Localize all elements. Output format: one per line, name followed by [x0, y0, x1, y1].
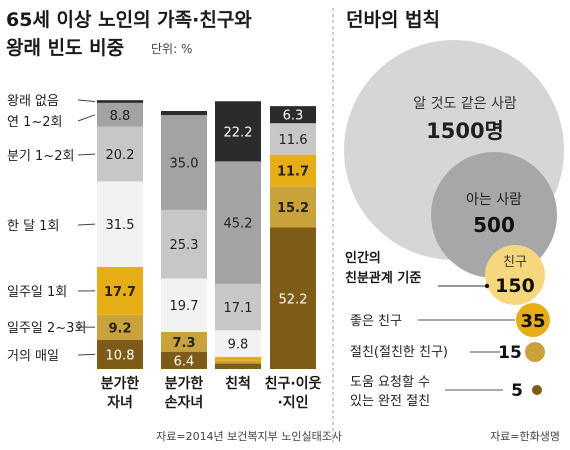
category-label: 자녀: [107, 394, 133, 411]
bar-segment: [215, 363, 261, 369]
legend-leader: [77, 99, 96, 103]
bar-segment: [215, 330, 261, 357]
bar-segment: [161, 111, 207, 116]
bar-segment: [161, 278, 207, 332]
bar-segment: [97, 314, 143, 340]
data-label: 35.0: [170, 157, 199, 172]
data-label: 15.2: [277, 201, 309, 216]
category-label: ·지인: [277, 394, 308, 411]
data-label: 52.2: [279, 292, 308, 307]
bar-segment: [215, 161, 261, 284]
data-label: 7.3: [172, 336, 195, 351]
bar-segment: [270, 106, 316, 124]
bar-segment: [97, 266, 143, 315]
bar-segment: [97, 339, 143, 369]
legend-label: 한 달 1회: [7, 219, 59, 234]
category-label: 친척: [225, 376, 251, 392]
data-label: 11.6: [279, 133, 308, 148]
data-label: 17.7: [104, 285, 136, 300]
circle-known: [431, 152, 557, 278]
bar-segment: [270, 227, 316, 369]
label-good: 좋은 친구: [350, 314, 402, 329]
value-known: 500: [473, 213, 515, 237]
data-label: 20.2: [106, 148, 135, 163]
label-acquaint: 알 것도 같은 사람: [413, 96, 517, 112]
data-label: 45.2: [224, 217, 253, 232]
bar-segment: [215, 356, 261, 361]
legend-label: 분기 1~2회: [7, 149, 74, 164]
label-close: 절친(절친한 친구): [350, 345, 448, 360]
circle-close: [525, 342, 545, 362]
bar-segment: [161, 115, 207, 210]
bar-segment: [97, 100, 143, 103]
right-source: 자료=한화생명: [490, 430, 560, 443]
value-good: 35: [520, 311, 545, 332]
bar-segment: [215, 101, 261, 162]
data-label: 25.3: [170, 238, 199, 253]
legend-label: 왕래 없음: [7, 94, 59, 109]
value-help: 5: [511, 381, 523, 401]
standard-line2: 친분관계 기준: [345, 270, 421, 286]
data-label: 17.1: [224, 301, 253, 316]
data-label: 6.3: [283, 109, 304, 124]
data-label: 6.4: [174, 354, 195, 369]
left-title-line1: 65세 이상 노인의 가족·친구와: [6, 9, 252, 31]
category-label: 손자녀: [165, 394, 204, 411]
circle-good: [516, 303, 550, 337]
bar-segment: [270, 154, 316, 187]
legend-leader: [77, 353, 96, 356]
data-label: 9.8: [228, 338, 249, 353]
value-acquaint: 1500명: [426, 119, 504, 143]
bar-segment: [97, 181, 143, 267]
bar-segment: [215, 283, 261, 331]
bar-segment: [215, 360, 261, 364]
data-label: 10.8: [106, 348, 135, 363]
category-label: 친구·이웃: [265, 375, 322, 392]
value-friend: 150: [495, 275, 535, 297]
bar-segment: [270, 123, 316, 155]
data-label: 9.2: [108, 321, 131, 336]
data-label: 19.7: [170, 299, 199, 314]
label-help-line2: 있는 완전 절친: [350, 394, 430, 409]
value-close: 15: [498, 343, 522, 363]
data-label: 22.2: [224, 125, 253, 140]
bar-segment: [97, 102, 143, 127]
label-help-line1: 도움 요청할 수: [350, 375, 430, 390]
data-label: 8.8: [110, 109, 131, 124]
legend-leader: [77, 153, 96, 156]
bar-segment: [161, 331, 207, 352]
legend-label: 연 1~2회: [7, 115, 63, 130]
circle-help: [532, 385, 542, 395]
circle-friend: [485, 245, 545, 305]
label-known: 아는 사람: [466, 192, 522, 208]
standard-dot: [484, 283, 490, 289]
data-label: 31.5: [106, 218, 135, 233]
left-title-line2: 왕래 빈도 비중: [6, 37, 124, 59]
category-label: 분가한: [165, 376, 204, 392]
bar-segment: [161, 209, 207, 279]
standard-line1: 인간의: [345, 250, 381, 266]
legend-label: 일주일 1회: [7, 285, 67, 300]
left-unit: 단위: %: [151, 42, 192, 56]
legend-label: 거의 매일: [7, 349, 59, 364]
legend-leader: [77, 114, 96, 122]
legend-leader: [77, 223, 96, 226]
data-label: 11.7: [277, 164, 309, 179]
label-friend: 친구: [503, 255, 527, 270]
left-source: 자료=2014년 보건복지부 노인실태조사: [156, 430, 342, 443]
category-label: 분가한: [101, 376, 140, 392]
legend-label: 일주일 2~3회: [7, 321, 86, 336]
bar-segment: [97, 126, 143, 182]
bar-segment: [270, 186, 316, 228]
bar-segment: [161, 351, 207, 369]
right-title: 던바의 법칙: [346, 9, 440, 31]
